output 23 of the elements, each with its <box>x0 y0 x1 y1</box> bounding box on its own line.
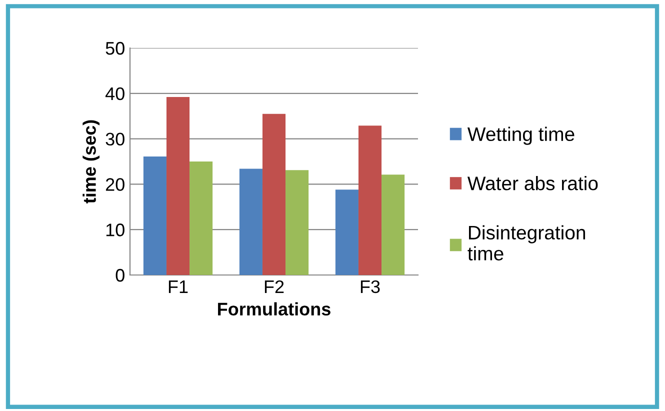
bar <box>239 168 262 275</box>
legend-label: Disintegration time <box>468 225 586 260</box>
bar <box>166 97 190 275</box>
bar <box>358 126 382 275</box>
y-tick-label: 50 <box>106 42 124 55</box>
x-tick-label: F3 <box>360 280 380 294</box>
bar <box>190 162 213 275</box>
bar <box>382 174 405 275</box>
legend-label: Water abs ratio <box>467 176 598 190</box>
bar <box>335 190 358 275</box>
y-axis-title: time (sec) <box>82 120 100 204</box>
bar <box>143 156 166 275</box>
y-tick-label: 10 <box>106 224 124 236</box>
y-tick-label: 0 <box>116 268 124 282</box>
bar <box>262 114 286 275</box>
x-axis-title: Formulations <box>218 302 330 316</box>
x-tick-label: F1 <box>168 280 188 293</box>
y-tick-label: 40 <box>105 87 124 100</box>
y-tick-label: 20 <box>106 178 124 191</box>
legend-label: Wetting time <box>467 126 574 145</box>
bar <box>286 170 309 275</box>
y-tick-label: 30 <box>106 132 124 146</box>
x-tick-label: F2 <box>264 280 284 293</box>
